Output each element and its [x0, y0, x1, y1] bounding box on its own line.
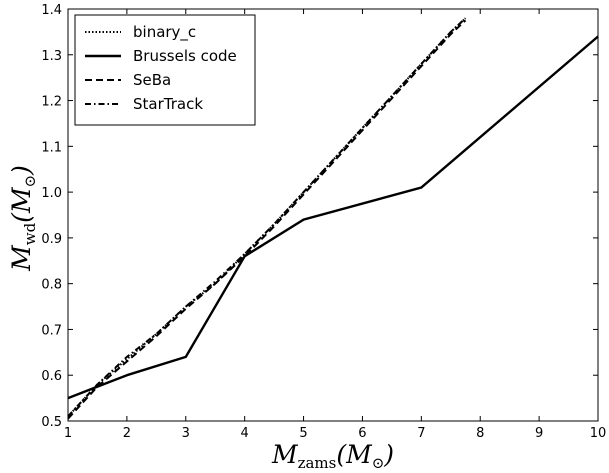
x-tick-label: 2 [123, 426, 131, 441]
y-axis-ticks: 0.5 0.6 0.7 0.8 0.9 1.0 1.1 1.2 1.3 1.4 [41, 3, 598, 430]
y-tick-label: 1.1 [41, 140, 62, 155]
series-line-seba [67, 19, 467, 420]
legend-label: Brussels code [133, 47, 237, 65]
plot-lines [67, 17, 599, 420]
y-tick-label: 1.0 [41, 186, 62, 201]
x-tick-label: 3 [182, 426, 190, 441]
x-tick-label: 1 [64, 426, 72, 441]
x-tick-label: 7 [417, 426, 425, 441]
y-tick-label: 0.7 [41, 323, 62, 338]
y-tick-label: 0.6 [41, 369, 62, 384]
series-line-brussels-code [67, 35, 599, 400]
x-tick-label: 10 [590, 426, 607, 441]
legend-box [74, 14, 256, 126]
legend: binary_c Brussels code SeBa StarTrack [74, 14, 256, 126]
legend-label: binary_c [133, 23, 196, 42]
legend-label: SeBa [133, 71, 171, 89]
y-tick-label: 0.5 [41, 415, 62, 430]
y-tick-label: 1.3 [41, 49, 62, 64]
y-tick-label: 0.9 [41, 232, 62, 247]
x-tick-label: 9 [535, 426, 543, 441]
x-axis-label: Mzams(M⊙) [271, 440, 394, 472]
x-tick-label: 5 [299, 426, 307, 441]
y-axis-label: Mwd(M⊙) [7, 165, 39, 272]
series-line-startrack [67, 17, 467, 418]
plot-frame [67, 8, 599, 422]
y-tick-label: 0.8 [41, 278, 62, 293]
x-tick-label: 8 [476, 426, 484, 441]
x-tick-label: 4 [241, 426, 249, 441]
x-axis-ticks: 1 2 3 4 5 6 7 8 9 10 [64, 9, 606, 441]
y-tick-label: 1.4 [41, 3, 62, 18]
y-tick-label: 1.2 [41, 95, 62, 110]
legend-label: StarTrack [133, 95, 203, 113]
x-tick-label: 6 [358, 426, 366, 441]
series-line-binary-c [67, 17, 467, 418]
